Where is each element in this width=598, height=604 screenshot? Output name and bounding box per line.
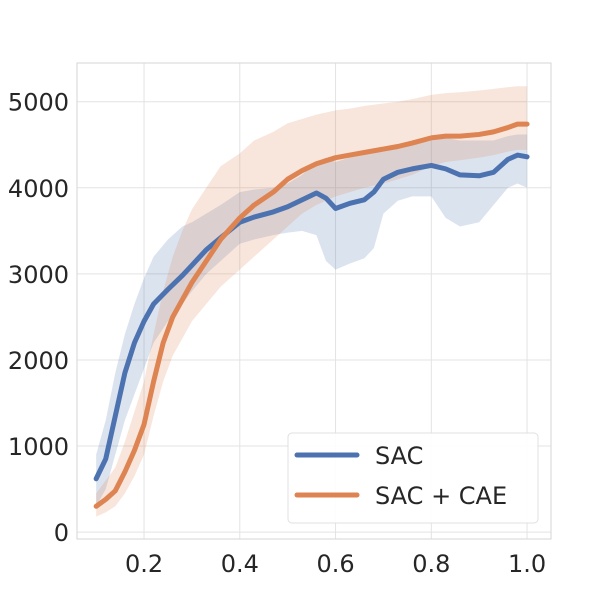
y-tick-label: 1000 <box>8 433 69 461</box>
grid <box>77 63 551 539</box>
legend: SAC SAC + CAE <box>287 432 539 524</box>
y-tick-label: 5000 <box>8 89 69 117</box>
y-tick-labels: 0 1000 2000 3000 4000 5000 <box>8 89 69 547</box>
series-line-sac <box>93 152 530 482</box>
legend-label-sac: SAC <box>375 442 423 470</box>
legend-label-sac-cae: SAC + CAE <box>375 482 507 510</box>
band-sac <box>96 134 528 507</box>
x-tick-label: 0.6 <box>316 550 354 578</box>
band-sac-cae <box>96 86 528 517</box>
series-line-sac-cae <box>93 121 530 509</box>
series-lines <box>93 121 530 509</box>
y-tick-label: 4000 <box>8 175 69 203</box>
confidence-bands <box>96 86 528 517</box>
y-tick-label: 0 <box>54 519 69 547</box>
x-tick-label: 0.8 <box>412 550 450 578</box>
plot-frame <box>76 62 552 540</box>
x-tick-label: 0.2 <box>125 550 163 578</box>
y-tick-label: 3000 <box>8 261 69 289</box>
x-tick-label: 0.4 <box>221 550 259 578</box>
y-tick-label: 2000 <box>8 347 69 375</box>
x-tick-labels: 0.2 0.4 0.6 0.8 1.0 <box>125 550 546 578</box>
x-tick-label: 1.0 <box>508 550 546 578</box>
